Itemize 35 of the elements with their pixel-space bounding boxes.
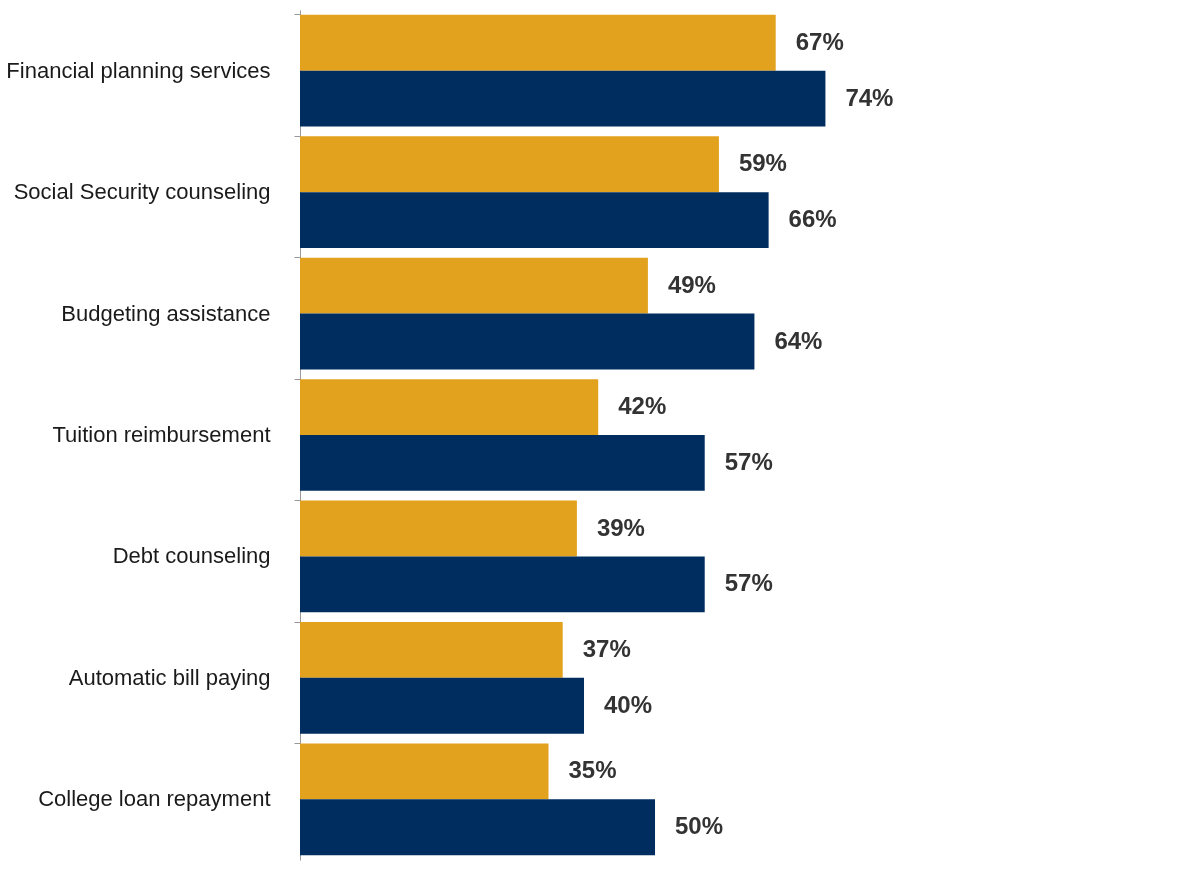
bar [300,379,599,435]
data-label: 74% [845,83,894,111]
bar [300,677,585,734]
bar [300,70,826,127]
data-label: 49% [667,270,716,298]
data-label: 50% [675,812,724,840]
y-tick-label: Debt counseling [112,543,271,569]
data-label: 35% [568,756,617,784]
data-label: 66% [788,205,837,233]
bar [300,14,776,71]
data-label: 40% [604,690,653,718]
data-label: 59% [738,149,787,177]
data-label: 42% [618,392,667,420]
data-label: 39% [596,513,645,541]
data-label: 64% [774,326,823,354]
bar [300,136,719,193]
bar [300,556,705,613]
bar [300,313,755,370]
bar [300,435,705,491]
data-label: 57% [724,447,773,475]
bar [300,743,549,800]
data-label: 57% [724,569,773,597]
y-tick-label: Financial planning services [6,57,271,83]
bar [300,622,563,678]
y-tick-label: Budgeting assistance [61,300,271,326]
y-tick-label: Social Security counseling [13,179,271,205]
y-tick-label: Automatic bill paying [68,664,271,690]
bar [300,500,577,557]
bar [300,799,656,856]
y-tick-label: College loan repayment [38,786,271,812]
bar [300,192,769,248]
data-label: 67% [795,27,844,55]
data-label: 37% [582,634,631,662]
y-tick-label: Tuition reimbursement [52,422,271,447]
bar [300,257,648,314]
